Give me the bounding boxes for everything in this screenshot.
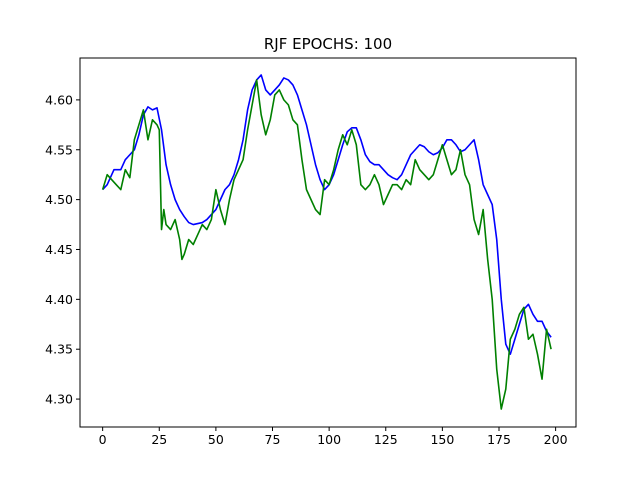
x-tick-label: 25 [151,432,167,447]
x-tick-label: 200 [544,432,568,447]
x-tick-label: 150 [430,432,454,447]
plot-frame [79,57,577,428]
y-axis: 4.30 4.35 4.40 4.45 4.50 4.55 4.60 [45,92,80,407]
y-tick-label: 4.30 [45,392,73,407]
y-tick-label: 4.45 [45,242,73,257]
y-tick-label: 4.40 [45,292,73,307]
series-layer [101,74,552,410]
plot-area [79,57,577,428]
y-tick-label: 4.55 [45,142,73,157]
x-tick-label: 50 [208,432,224,447]
x-tick-label: 0 [99,432,107,447]
x-tick-label: 125 [374,432,398,447]
y-tick-label: 4.60 [45,92,73,107]
x-axis: 0 25 50 75 100 125 150 175 200 [99,427,568,447]
x-tick-label: 100 [317,432,341,447]
plot-background [80,58,576,427]
y-tick-label: 4.35 [45,342,73,357]
y-tick-label: 4.50 [45,192,73,207]
series-line-2 [101,79,552,410]
x-tick-label: 75 [265,432,281,447]
x-tick-label: 175 [487,432,511,447]
chart-title: RJF EPOCHS: 100 [264,35,392,53]
